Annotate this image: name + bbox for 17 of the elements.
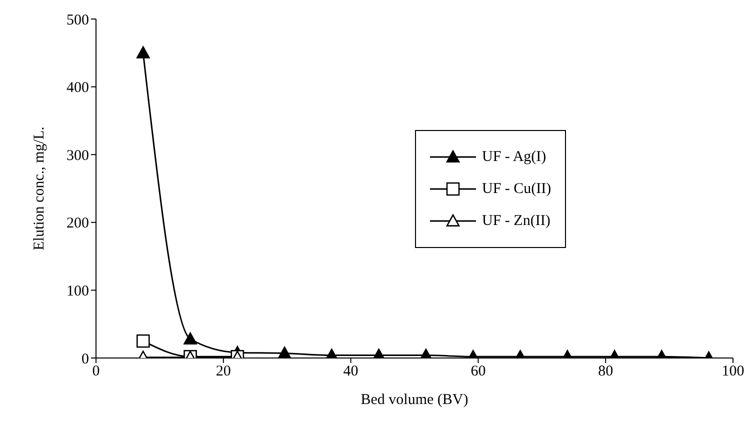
y-tick-label: 100 [66, 284, 89, 300]
x-tick-label: 100 [722, 364, 744, 380]
y-tick-label: 200 [66, 216, 89, 232]
x-tick-label: 80 [598, 364, 614, 380]
y-tick-label: 300 [66, 148, 89, 164]
x-axis-title: Bed volume (BV) [360, 392, 468, 408]
legend-label: UF - Zn(II) [482, 212, 550, 230]
y-tick-label: 500 [66, 12, 89, 28]
x-tick-label: 0 [92, 364, 100, 380]
x-tick-label: 60 [470, 364, 486, 380]
y-axis-title: Elution conc., mg/L. [31, 126, 48, 250]
legend-label: UF - Ag(I) [482, 148, 546, 166]
legend-label: UF - Cu(II) [482, 180, 552, 198]
x-tick-label: 40 [343, 364, 358, 380]
y-tick-label: 0 [82, 351, 89, 368]
x-tick-label: 20 [216, 364, 231, 380]
y-tick-label: 400 [66, 80, 89, 96]
